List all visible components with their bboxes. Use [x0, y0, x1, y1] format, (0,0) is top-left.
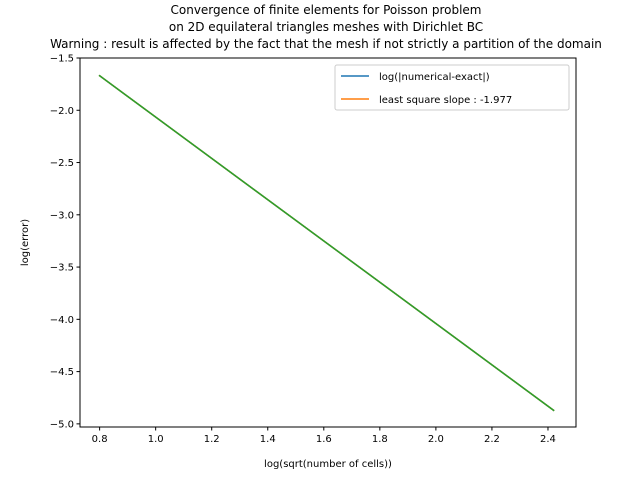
legend-box: [334, 64, 570, 111]
series-layer: [98, 74, 555, 412]
x-tick-label: 1.6: [316, 434, 332, 445]
x-tick-label: 1.8: [372, 434, 388, 445]
y-tick-label: −3.0: [50, 210, 74, 221]
series-line-third: [98, 74, 555, 412]
y-tick-label: −4.0: [50, 315, 74, 326]
y-axis-ticks: −5.0 −4.5 −4.0 −3.5 −3.0 −2.5 −2.0 −1.5: [50, 54, 80, 430]
axes-frame: [79, 57, 577, 428]
x-tick-label: 1.2: [204, 434, 220, 445]
title-line-2: on 2D equilateral triangles meshes with …: [169, 20, 483, 34]
x-tick-label: 1.4: [260, 434, 276, 445]
chart-title: Convergence of finite elements for Poiss…: [50, 3, 602, 51]
title-line-3: Warning : result is affected by the fact…: [50, 37, 602, 51]
y-tick-label: −5.0: [50, 419, 74, 430]
x-tick-label: 0.8: [92, 434, 108, 445]
plot-area: [79, 57, 577, 428]
legend-label-numerical: log(|numerical-exact|): [379, 72, 490, 83]
x-axis-ticks: 0.8 1.0 1.2 1.4 1.6 1.8 2.0 2.2 2.4: [92, 427, 556, 445]
x-tick-label: 1.0: [148, 434, 164, 445]
x-axis-label: log(sqrt(number of cells)): [264, 459, 392, 470]
y-tick-label: −2.5: [50, 158, 74, 169]
x-tick-label: 2.2: [484, 434, 500, 445]
x-tick-label: 2.4: [540, 434, 556, 445]
y-axis-label: log(error): [20, 219, 31, 266]
y-tick-label: −3.5: [50, 263, 74, 274]
y-tick-label: −1.5: [50, 54, 74, 65]
x-tick-label: 2.0: [428, 434, 444, 445]
y-tick-label: −4.5: [50, 367, 74, 378]
title-line-1: Convergence of finite elements for Poiss…: [171, 3, 482, 17]
legend-label-slope: least square slope : -1.977: [379, 95, 512, 106]
y-tick-label: −2.0: [50, 106, 74, 117]
legend: log(|numerical-exact|) least square slop…: [334, 64, 570, 111]
